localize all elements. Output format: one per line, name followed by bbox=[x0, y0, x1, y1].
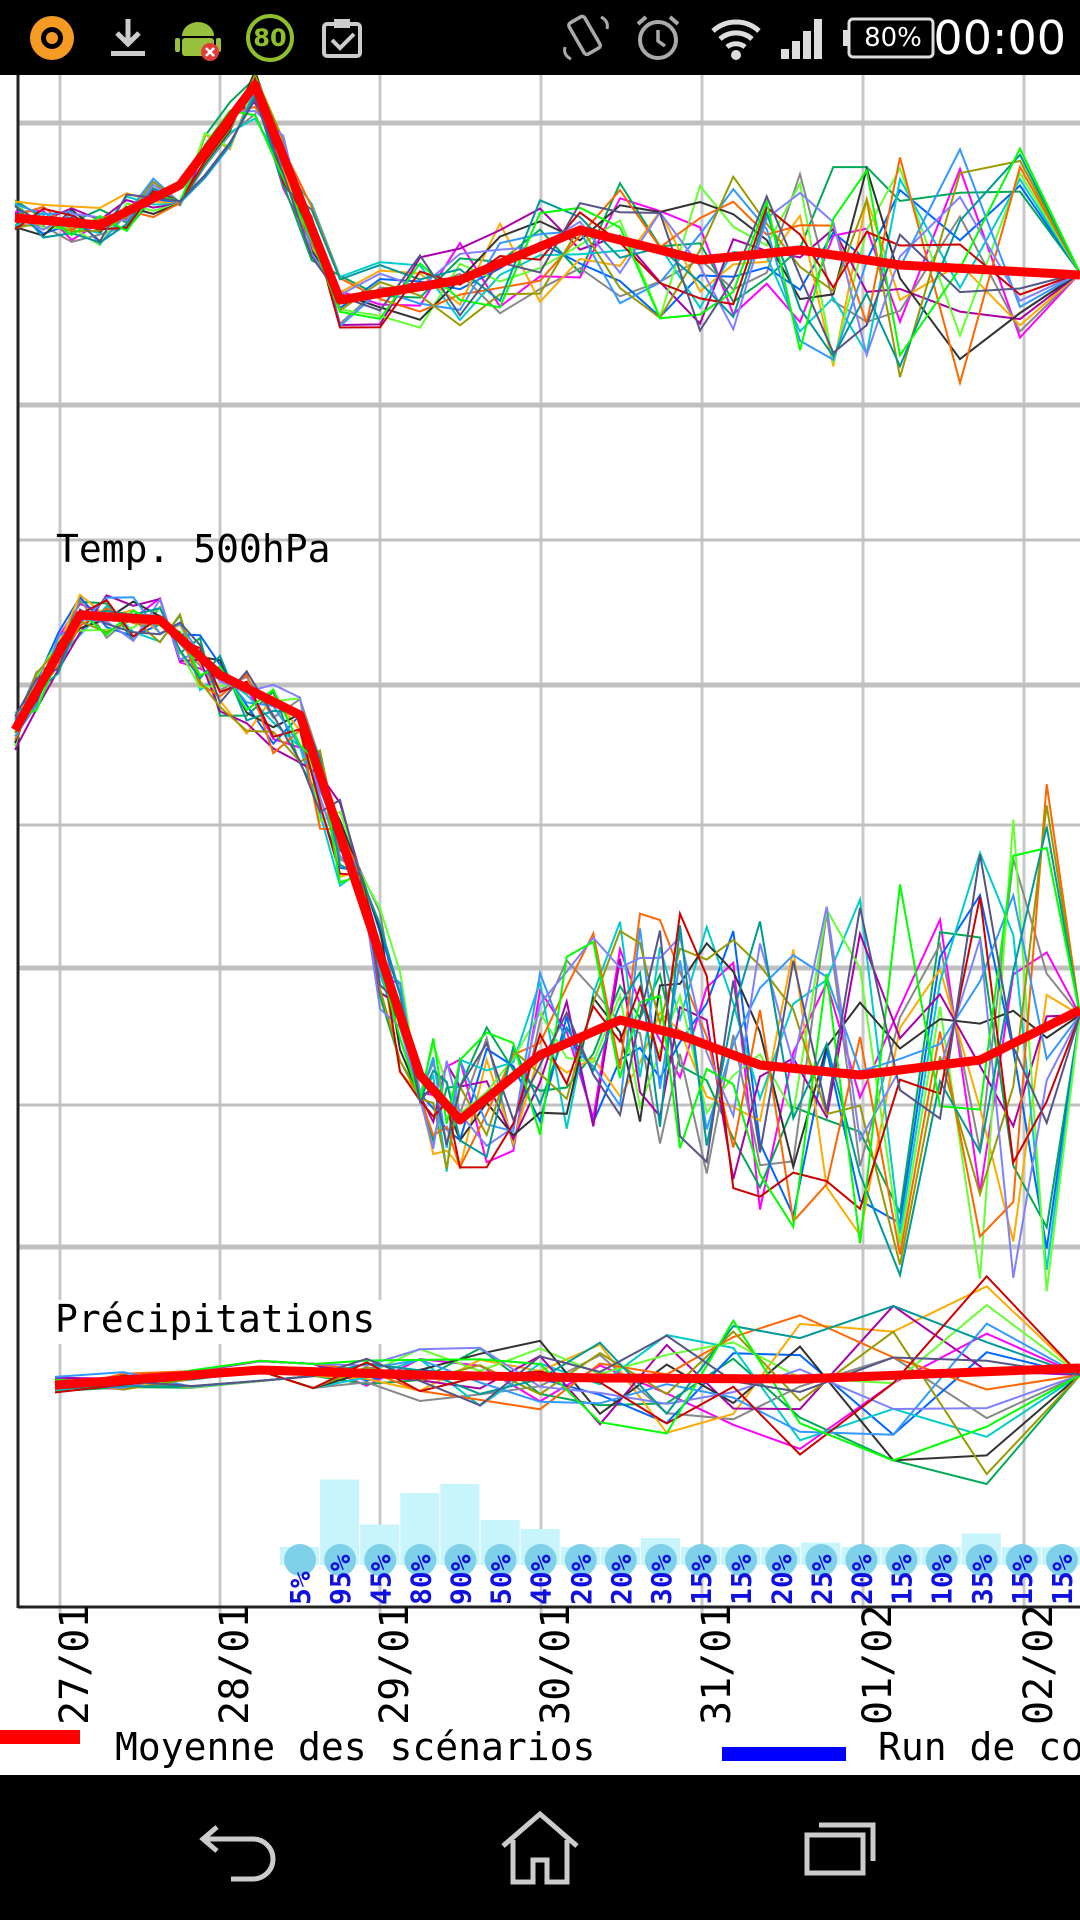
precip-prob-label: 90% bbox=[444, 1554, 477, 1605]
recent-apps-button[interactable] bbox=[780, 1795, 900, 1900]
precip-drop-marker bbox=[284, 1544, 317, 1576]
android-debug-icon bbox=[168, 0, 228, 75]
precip-drop-marker bbox=[404, 1544, 437, 1576]
precip-prob-label: 15% bbox=[725, 1554, 758, 1605]
precip-prob-label: 35% bbox=[966, 1554, 999, 1605]
precipitations-label: Précipitations bbox=[55, 1297, 375, 1341]
ensemble-line bbox=[54, 1318, 1080, 1462]
precip-prob-label: 15% bbox=[1046, 1554, 1079, 1605]
precip-drop-marker bbox=[765, 1544, 798, 1576]
precip-prob-label: 5% bbox=[284, 1571, 317, 1605]
precip-drop-marker bbox=[324, 1544, 357, 1576]
legend-mean-label: Moyenne des scénarios bbox=[115, 1725, 595, 1769]
signal-icon bbox=[772, 0, 832, 75]
mean-line bbox=[14, 80, 1080, 305]
precip-drop-marker bbox=[805, 1544, 838, 1576]
precip-drop-marker bbox=[644, 1544, 677, 1576]
update-badge-number: 80 bbox=[253, 23, 287, 52]
legend: Moyenne des scénarios Run de co bbox=[0, 1725, 1080, 1769]
x-tick-label: 01/02 bbox=[855, 1605, 901, 1725]
ensemble-line bbox=[14, 76, 1080, 329]
precip-drop-marker bbox=[685, 1544, 718, 1576]
rotate-icon bbox=[556, 0, 616, 75]
ensemble-line bbox=[14, 609, 1080, 1244]
precip-drop-marker bbox=[1045, 1544, 1078, 1576]
x-tick-label: 28/01 bbox=[212, 1605, 258, 1725]
legend-control-swatch bbox=[722, 1747, 846, 1761]
status-bar: 80 80% 00:00 bbox=[0, 0, 1080, 75]
precip-drop-marker bbox=[965, 1544, 998, 1576]
home-button[interactable] bbox=[480, 1795, 600, 1900]
legend-control-label: Run de co bbox=[878, 1725, 1080, 1769]
precip-drop-marker bbox=[925, 1544, 958, 1576]
back-button[interactable] bbox=[180, 1795, 300, 1900]
mean-line bbox=[11, 610, 1080, 1125]
alarm-icon bbox=[628, 0, 688, 75]
precip-drop-marker bbox=[444, 1544, 477, 1576]
precip-drop-marker bbox=[604, 1544, 637, 1576]
clock: 00:00 bbox=[933, 11, 1066, 65]
ensemble-line bbox=[14, 608, 1080, 1164]
precip-prob-label: 20% bbox=[845, 1554, 878, 1605]
precip-drop-marker bbox=[1005, 1544, 1038, 1576]
precip-drop-marker bbox=[564, 1544, 597, 1576]
precip-prob-label: 45% bbox=[364, 1554, 397, 1605]
ensemble-line bbox=[14, 88, 1080, 362]
battery-icon: 80% bbox=[838, 0, 940, 75]
x-tick-label: 31/01 bbox=[694, 1605, 740, 1725]
precip-prob-label: 15% bbox=[1006, 1554, 1039, 1605]
mean-line bbox=[54, 1363, 1080, 1390]
precip-drop-marker bbox=[725, 1544, 758, 1576]
precip-drop-marker bbox=[364, 1544, 397, 1576]
ensemble-line bbox=[14, 607, 1080, 1279]
ensemble-line bbox=[14, 92, 1080, 369]
precip-prob-label: 30% bbox=[645, 1554, 678, 1605]
precip-prob-label: 15% bbox=[886, 1554, 919, 1605]
precip-probability-bars: 5% 95% 45% 80% 90% 50% 40% 20% 20% 30% 15% 15% 20% 25… bbox=[280, 1479, 1080, 1605]
precip-prob-label: 20% bbox=[605, 1554, 638, 1605]
precip-prob-label: 20% bbox=[565, 1554, 598, 1605]
legend-mean-swatch bbox=[0, 1730, 80, 1744]
back-icon bbox=[199, 1824, 276, 1881]
temp-500hpa-label: Temp. 500hPa bbox=[56, 527, 331, 571]
x-tick-label: 29/01 bbox=[372, 1605, 418, 1725]
precip-prob-label: 25% bbox=[805, 1554, 838, 1605]
navigation-bar bbox=[0, 1775, 1080, 1920]
battery-percent: 80% bbox=[864, 22, 922, 53]
x-axis: 27/01 28/01 29/01 30/01 31/01 01/02 02/02 bbox=[52, 1605, 1062, 1725]
precip-drop-marker bbox=[885, 1544, 918, 1576]
x-tick-label: 02/02 bbox=[1016, 1605, 1062, 1725]
precip-prob-label: 10% bbox=[926, 1554, 959, 1605]
precip-prob-label: 20% bbox=[765, 1554, 798, 1605]
app-circle-icon bbox=[22, 0, 82, 75]
ensemble-line bbox=[14, 101, 1080, 327]
precip-prob-label: 15% bbox=[685, 1554, 718, 1605]
precip-prob-label: 50% bbox=[485, 1554, 518, 1605]
update-badge-icon: 80 bbox=[240, 0, 300, 75]
x-tick-label: 27/01 bbox=[52, 1605, 98, 1725]
precip-prob-label: 40% bbox=[525, 1554, 558, 1605]
ensemble-line bbox=[14, 117, 1080, 357]
mean-lines bbox=[11, 80, 1080, 1390]
ensemble-forecast-chart: 5% 95% 45% 80% 90% 50% 40% 20% 20% 30% 15% 15% 20% 25… bbox=[0, 75, 1080, 1775]
recent-apps-icon bbox=[804, 1822, 876, 1875]
precip-drop-marker bbox=[484, 1544, 517, 1576]
x-tick-label: 30/01 bbox=[533, 1605, 579, 1725]
precip-prob-label: 95% bbox=[324, 1554, 357, 1605]
clipboard-check-icon bbox=[312, 0, 372, 75]
home-icon bbox=[501, 1810, 579, 1884]
chart-grid bbox=[16, 75, 1080, 1615]
download-icon bbox=[98, 0, 158, 75]
ensemble-line bbox=[14, 84, 1080, 364]
forecast-chart-view[interactable]: 5% 95% 45% 80% 90% 50% 40% 20% 20% 30% 15% 15% 20% 25… bbox=[0, 75, 1080, 1775]
wifi-icon bbox=[706, 0, 766, 75]
precip-drop-marker bbox=[524, 1544, 557, 1576]
precip-drop-marker bbox=[845, 1544, 878, 1576]
precip-prob-label: 80% bbox=[404, 1554, 437, 1605]
ensemble-line bbox=[14, 75, 1080, 378]
